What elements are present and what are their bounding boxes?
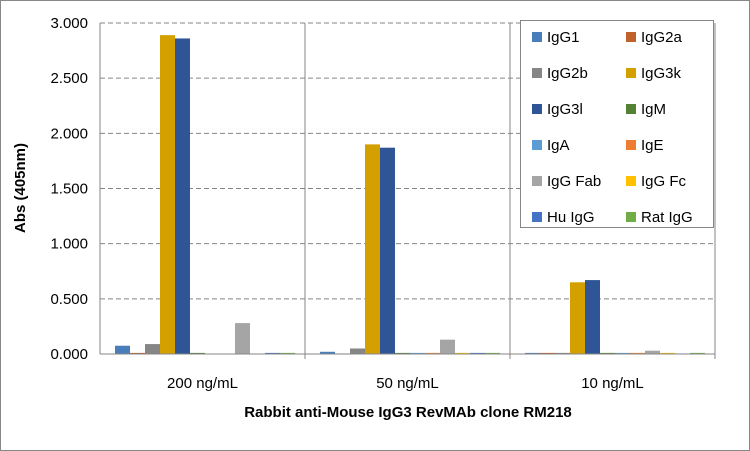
legend-swatch [626,68,636,78]
legend-swatch [532,140,542,150]
bar-igg3k [160,35,175,355]
legend-label: IgA [547,137,570,154]
bar-ige [630,352,645,354]
bar-igg3k [365,144,380,354]
legend-label: IgM [641,101,666,118]
legend-label: IgG Fc [641,173,687,190]
y-axis-title: Abs (405nm) [12,143,29,233]
legend-label: IgG1 [547,29,580,46]
legend-swatch [626,140,636,150]
bar-igg-fc [660,352,675,354]
bar-igg1 [320,351,335,354]
legend: IgG1 IgG2a IgG2b IgG3k IgG3l IgM IgA IgE IgG Fab… [520,20,714,228]
bar-igg1 [115,345,130,354]
bar-rat-igg [485,352,500,354]
x-tick-label: 200 ng/mL [167,375,238,392]
bar-igg2a [540,352,555,354]
bar-igm [600,352,615,354]
bar-hu-igg [470,352,485,354]
x-tick-label: 10 ng/mL [581,375,644,392]
legend-label: Hu IgG [547,209,595,226]
bar-igg2b [350,348,365,354]
bar-igg-fab [645,350,660,354]
bar-igg2a [130,352,145,354]
legend-swatch [626,212,636,222]
legend-swatch [532,212,542,222]
bar-iga [615,352,630,354]
legend-swatch [532,176,542,186]
legend-swatch [532,68,542,78]
y-tick-label: 1.500 [50,181,88,198]
legend-swatch [626,104,636,114]
legend-label: Rat IgG [641,209,693,226]
bar-igg2b [555,352,570,354]
legend-swatch [532,104,542,114]
bar-igg3l [175,38,190,355]
bar-igg-fab [235,323,250,354]
bar-igm [395,352,410,354]
x-tick-label: 50 ng/mL [376,375,439,392]
bar-rat-igg [690,352,705,354]
legend-swatch [626,32,636,42]
bar-igg2b [145,344,160,354]
x-axis-title: Rabbit anti-Mouse IgG3 RevMAb clone RM21… [244,404,572,421]
bar-rat-igg [280,352,295,354]
bar-igg1 [525,352,540,354]
bar-iga [410,352,425,354]
y-tick-label: 1.000 [50,236,88,253]
legend-swatch [626,176,636,186]
bar-igg3l [585,280,600,354]
bar-igg3k [570,282,585,354]
y-tick-label: 3.000 [50,15,88,32]
y-tick-label: 0.500 [50,291,88,308]
y-tick-label: 2.500 [50,70,88,87]
legend-label: IgG2a [641,29,683,46]
legend-box [520,20,714,228]
bar-igg-fc [455,352,470,354]
bar-ige [425,352,440,354]
bar-igg3l [380,147,395,354]
legend-label: IgG Fab [547,173,601,190]
bar-igm [190,352,205,354]
y-tick-label: 2.000 [50,125,88,142]
legend-label: IgG2b [547,65,588,82]
bar-igg-fab [440,339,455,354]
legend-label: IgG3k [641,65,682,82]
legend-label: IgG3l [547,101,583,118]
legend-swatch [532,32,542,42]
legend-label: IgE [641,137,664,154]
y-tick-label: 0.000 [50,346,88,363]
bar-hu-igg [265,352,280,354]
